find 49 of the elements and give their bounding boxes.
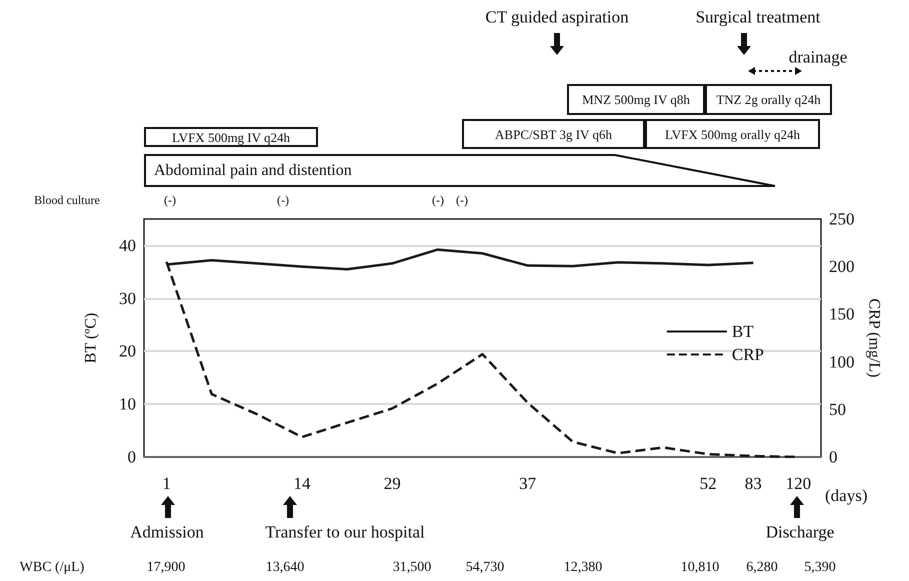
x-tick-label: 52 — [700, 474, 717, 493]
text: Discharge — [766, 522, 834, 542]
text: 13,640 — [266, 560, 304, 575]
y2-tick-label: 250 — [829, 210, 854, 228]
text: LVFX 500mg orally q24h — [645, 119, 820, 149]
text: 31,500 — [392, 560, 432, 575]
text: CT guided aspiration — [485, 8, 629, 26]
text: 17,900 — [146, 560, 186, 575]
text: Blood culture — [34, 193, 100, 207]
x-tick-label: 120 — [786, 474, 812, 493]
text: Admission — [130, 522, 204, 542]
legend-label: BT — [732, 322, 754, 341]
text: MNZ 500mg IV q8h — [567, 84, 705, 115]
x-tick-label: 1 — [162, 474, 171, 493]
text: 54,730 — [466, 560, 504, 575]
text: 12,380 — [564, 560, 602, 575]
y-tick-label: 20 — [119, 342, 136, 361]
text: (-) — [456, 193, 468, 207]
text: WBC (/μL) — [20, 560, 84, 575]
x-tick-label: 83 — [744, 474, 762, 493]
text: ABPC/SBT 3g IV q6h — [462, 119, 645, 149]
x-tick-label: 29 — [384, 474, 401, 493]
text: 10,810 — [680, 560, 720, 575]
legend-label: CRP — [732, 345, 764, 364]
text: Transfer to our hospital — [265, 522, 425, 542]
y2-tick-label: 50 — [829, 400, 846, 419]
y-tick-label: 40 — [119, 236, 136, 255]
y2-axis-title: CRP (mg/L) — [866, 298, 882, 378]
text: 5,390 — [804, 560, 836, 575]
y2-tick-label: 0 — [829, 448, 838, 466]
x-tick-label: 37 — [519, 474, 537, 493]
y2-tick-label: 150 — [829, 304, 854, 324]
text: drainage — [788, 48, 848, 66]
text: TNZ 2g orally q24h — [705, 84, 832, 115]
y-tick-label: 0 — [128, 448, 136, 466]
y2-tick-label: 200 — [829, 257, 854, 276]
text: Surgical treatment — [696, 8, 820, 26]
text: Abdominal pain and distention — [154, 162, 352, 178]
text: (-) — [432, 193, 444, 207]
x-tick-label: 14 — [293, 474, 311, 493]
y-tick-label: 30 — [119, 288, 136, 308]
y-axis-title: BT (ºC) — [82, 312, 100, 364]
text: (-) — [164, 193, 176, 207]
x-axis-title: (days) — [825, 486, 868, 505]
y-tick-label: 10 — [119, 394, 136, 414]
y2-tick-label: 100 — [829, 352, 854, 372]
text: (-) — [277, 193, 289, 207]
text: 6,280 — [746, 560, 778, 575]
text: LVFX 500mg IV q24h — [144, 127, 318, 147]
